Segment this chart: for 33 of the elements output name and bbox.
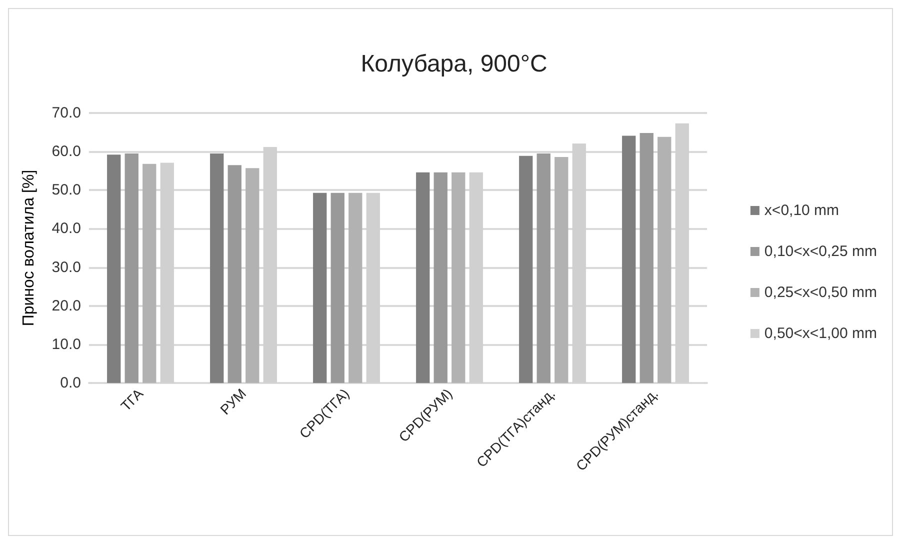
- bar: [330, 192, 344, 383]
- legend-label: 0,10<x<0,25 mm: [764, 243, 878, 260]
- bar: [536, 154, 550, 383]
- bar: [519, 156, 533, 383]
- bar: [210, 154, 224, 383]
- bar: [107, 154, 121, 383]
- legend-label: 0,50<x<1,00 mm: [764, 325, 878, 342]
- y-tick-label: 30.0: [52, 258, 81, 276]
- y-tick-label: 50.0: [52, 182, 81, 199]
- bar: [313, 192, 327, 383]
- y-tick-label: 0.0: [60, 374, 81, 392]
- y-tick-label: 60.0: [52, 143, 81, 160]
- y-tick-label: 10.0: [52, 336, 81, 353]
- legend-label: 0,25<x<0,50 mm: [764, 284, 878, 301]
- y-tick-label: 20.0: [52, 297, 81, 314]
- bar: [246, 168, 260, 383]
- bar: [640, 133, 654, 383]
- bar: [658, 136, 672, 383]
- bar: [554, 156, 568, 383]
- bar: [416, 172, 430, 383]
- bar: [434, 172, 448, 383]
- bar: [452, 172, 466, 383]
- chart-title: Колубара, 900°C: [360, 50, 548, 78]
- x-tick-label: ТГА: [118, 384, 147, 414]
- y-tick-label: 70.0: [52, 104, 81, 122]
- bar: [622, 136, 636, 383]
- bar: [348, 192, 362, 383]
- bar: [124, 154, 138, 383]
- y-axis-title: Принос волатила [%]: [20, 170, 38, 326]
- legend-label: x<0,10 mm: [764, 202, 840, 219]
- y-tick-label: 40.0: [52, 220, 81, 238]
- bar: [142, 164, 156, 383]
- bar: [228, 165, 242, 383]
